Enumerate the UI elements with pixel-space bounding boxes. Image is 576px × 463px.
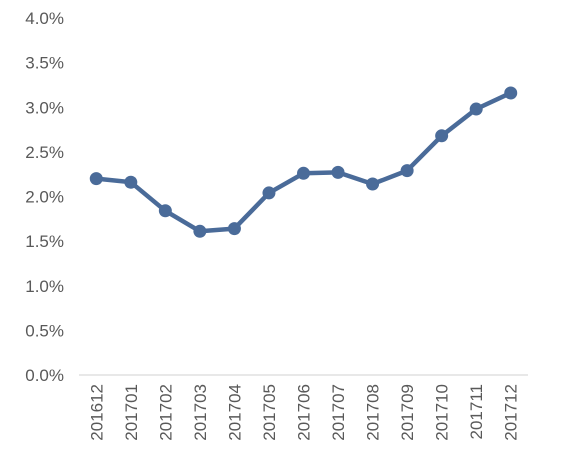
data-point [504, 86, 518, 100]
x-tick-label: 201704 [225, 384, 244, 441]
y-tick-label: 2.0% [25, 188, 64, 207]
data-point [89, 172, 103, 186]
x-tick-label: 201706 [295, 384, 314, 441]
x-tick-label: 201612 [87, 384, 106, 441]
y-tick-label: 0.5% [25, 321, 64, 340]
x-tick-label: 201705 [260, 384, 279, 441]
data-point [435, 129, 449, 143]
data-point [297, 166, 310, 180]
y-tick-label: 4.0% [25, 9, 64, 28]
x-tick-label: 201702 [156, 384, 175, 441]
x-tick-label: 201707 [329, 384, 348, 441]
data-point [469, 102, 483, 116]
data-point [262, 186, 276, 200]
x-tick-label: 201708 [364, 384, 383, 441]
data-point [331, 165, 345, 179]
x-tick-label: 201712 [502, 384, 521, 441]
data-point [124, 175, 138, 189]
x-tick-label: 201710 [433, 384, 452, 441]
y-tick-label: 1.5% [25, 232, 64, 251]
x-axis-tick-labels: 201612 201701 201702 201703 201704 201705 2017… [87, 384, 520, 441]
y-tick-label: 3.0% [25, 98, 64, 117]
x-tick-label: 201701 [122, 384, 141, 441]
data-point [366, 177, 380, 191]
x-tick-label: 201703 [191, 384, 210, 441]
data-point [193, 224, 207, 238]
y-tick-label: 1.0% [25, 277, 64, 296]
data-point [400, 164, 414, 178]
series-line [94, 90, 513, 234]
y-tick-label: 2.5% [25, 143, 64, 162]
x-tick-label: 201711 [467, 384, 486, 439]
y-tick-label: 3.5% [25, 54, 64, 73]
data-point-markers [89, 86, 518, 238]
y-axis-tick-labels: 0.0% 0.5% 1.0% 1.5% 2.0% 2.5% 3.0% 3.5% 4.0% [25, 9, 64, 385]
data-point [227, 222, 241, 236]
data-point [158, 204, 172, 218]
y-tick-label: 0.0% [25, 366, 64, 385]
x-tick-label: 201709 [398, 384, 417, 441]
